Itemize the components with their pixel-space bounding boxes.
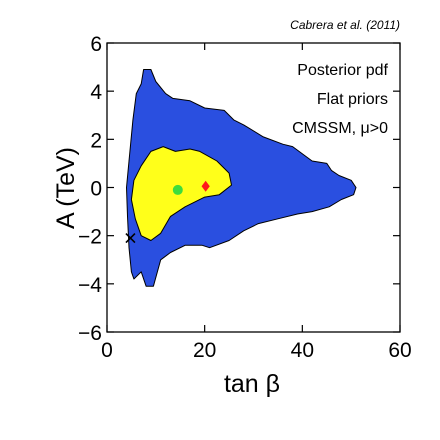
credit-text: Cabrera et al. (2011) bbox=[290, 18, 400, 32]
posterior-mean-marker bbox=[201, 180, 210, 192]
y-tick-label: −2 bbox=[78, 226, 102, 249]
x-tick-label: 20 bbox=[193, 339, 216, 362]
annotation-posterior: Posterior pdf bbox=[297, 62, 388, 79]
marker-points bbox=[125, 180, 210, 244]
y-tick-label: 6 bbox=[90, 33, 102, 56]
best-fit-point-marker bbox=[172, 184, 183, 195]
annotation-priors: Flat priors bbox=[317, 91, 388, 108]
annotation-model: CMSSM, μ>0 bbox=[292, 120, 388, 137]
x-marker bbox=[125, 233, 136, 244]
x-tick-label: 0 bbox=[101, 339, 113, 362]
y-tick-label: 2 bbox=[90, 129, 102, 152]
credible-regions bbox=[126, 69, 357, 287]
region-68-percent bbox=[130, 146, 232, 241]
y-tick-label: −4 bbox=[78, 274, 102, 297]
y-tick-label: 0 bbox=[90, 178, 102, 201]
y-tick-label: 4 bbox=[90, 81, 102, 104]
x-tick-label: 40 bbox=[291, 339, 314, 362]
y-axis-label: A (TeV) bbox=[52, 147, 80, 229]
x-axis-label: tan β bbox=[224, 370, 280, 398]
y-tick-label: −6 bbox=[78, 322, 102, 345]
region-95-percent bbox=[126, 69, 357, 287]
x-tick-label: 60 bbox=[388, 339, 411, 362]
